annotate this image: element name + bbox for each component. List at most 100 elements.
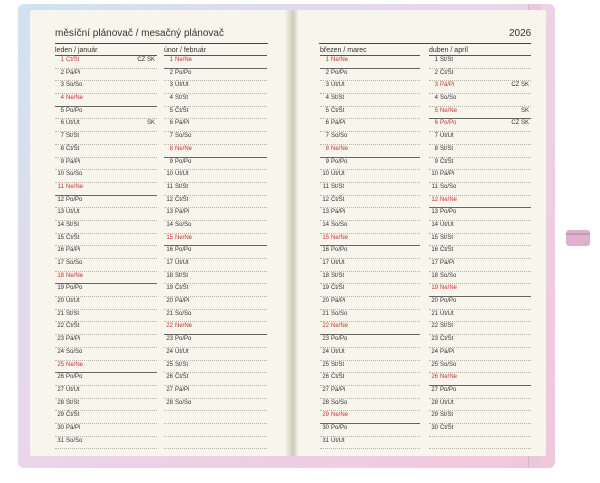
day-row[interactable]: 3 Út/Ut	[320, 81, 420, 95]
day-row[interactable]: 18 Ne/Ne	[55, 272, 157, 285]
day-row[interactable]: 8 St/St	[429, 145, 531, 158]
day-row[interactable]: 13 Út/Ut	[55, 208, 157, 221]
day-row[interactable]: 4 St/St	[164, 94, 267, 107]
day-row[interactable]: 31 So/So	[55, 437, 157, 450]
day-row[interactable]: 5 Po/Po	[55, 107, 157, 120]
day-row[interactable]: 30 Pá/Pi	[55, 424, 157, 437]
day-row[interactable]: 31 Út/Ut	[320, 437, 420, 450]
day-row[interactable]: 9 Čt/Št	[429, 158, 531, 171]
day-row[interactable]: 21 So/So	[164, 310, 267, 323]
day-row[interactable]: 21 So/So	[320, 310, 420, 323]
day-row[interactable]: 19 Čt/Št	[320, 284, 420, 298]
day-row[interactable]: 6 Po/Po CZ SK	[429, 119, 531, 133]
day-row[interactable]: 28 Út/Ut	[429, 399, 531, 412]
day-row[interactable]: 18 St/St	[164, 272, 267, 285]
day-row[interactable]: 20 Út/Ut	[55, 297, 157, 310]
day-row[interactable]: 7 So/So	[164, 132, 267, 145]
day-row[interactable]: 29 Čt/Št	[55, 411, 157, 424]
day-row[interactable]: 17 Út/Ut	[320, 259, 420, 272]
day-row[interactable]: 17 So/So	[55, 259, 157, 272]
day-row[interactable]: 5 Čt/Št	[164, 107, 267, 120]
day-row[interactable]: 27 Pá/Pi	[320, 386, 420, 399]
day-row[interactable]: 19 Po/Po	[55, 284, 157, 298]
empty-row[interactable]	[164, 424, 267, 437]
day-row[interactable]: 2 Čt/Št	[429, 69, 531, 82]
day-row[interactable]: 16 Pá/Pi	[55, 246, 157, 259]
day-row[interactable]: 6 Pá/Pi	[320, 119, 420, 133]
day-row[interactable]: 8 Čt/Št	[55, 145, 157, 158]
day-row[interactable]: 24 So/So	[55, 348, 157, 361]
day-row[interactable]: 11 Ne/Ne	[55, 183, 157, 196]
day-row[interactable]: 2 Po/Po	[320, 69, 420, 82]
day-row[interactable]: 16 Po/Po	[320, 246, 420, 259]
day-row[interactable]: 4 Ne/Ne	[55, 94, 157, 107]
day-row[interactable]: 26 Čt/Št	[164, 373, 267, 386]
day-row[interactable]: 21 Út/Ut	[429, 310, 531, 323]
day-row[interactable]: 25 St/St	[320, 361, 420, 374]
day-row[interactable]: 18 So/So	[429, 272, 531, 285]
day-row[interactable]: 5 Čt/Št	[320, 107, 420, 120]
day-row[interactable]: 27 Út/Ut	[55, 386, 157, 399]
day-row[interactable]: 26 Po/Po	[55, 373, 157, 386]
day-row[interactable]: 10 Pá/Pi	[429, 170, 531, 183]
day-row[interactable]: 8 Ne/Ne	[164, 145, 267, 158]
day-row[interactable]: 5 Ne/Ne SK	[429, 107, 531, 120]
day-row[interactable]: 20 Pá/Pi	[164, 297, 267, 310]
day-row[interactable]: 15 St/St	[429, 234, 531, 247]
day-row[interactable]: 10 So/So	[55, 170, 157, 183]
day-row[interactable]: 24 Pá/Pi	[429, 348, 531, 361]
day-row[interactable]: 14 So/So	[164, 221, 267, 234]
day-row[interactable]: 13 Pá/Pi	[320, 208, 420, 221]
day-row[interactable]: 27 Po/Po	[429, 386, 531, 399]
empty-row[interactable]	[164, 411, 267, 424]
day-row[interactable]: 20 Po/Po	[429, 297, 531, 310]
empty-row[interactable]	[164, 437, 267, 450]
day-row[interactable]: 10 Út/Ut	[164, 170, 267, 183]
day-row[interactable]: 22 St/St	[429, 322, 531, 336]
day-row[interactable]: 3 Pá/Pi CZ SK	[429, 81, 531, 95]
day-row[interactable]: 26 Ne/Ne	[429, 373, 531, 386]
day-row[interactable]: 19 Čt/Št	[164, 284, 267, 298]
day-row[interactable]: 30 Po/Po	[320, 424, 420, 437]
day-row[interactable]: 15 Ne/Ne	[164, 234, 267, 247]
day-row[interactable]: 13 Po/Po	[429, 208, 531, 221]
day-row[interactable]: 15 Ne/Ne	[320, 234, 420, 247]
day-row[interactable]: 7 So/So	[320, 132, 420, 145]
day-row[interactable]: 8 Ne/Ne	[320, 145, 420, 158]
day-row[interactable]: 29 Ne/Ne	[320, 411, 420, 424]
day-row[interactable]: 12 Po/Po	[55, 196, 157, 209]
day-row[interactable]: 22 Ne/Ne	[320, 322, 420, 336]
day-row[interactable]: 11 St/St	[320, 183, 420, 196]
day-row[interactable]: 12 Čt/Št	[320, 196, 420, 209]
day-row[interactable]: 1 Ne/Ne	[164, 56, 267, 69]
day-row[interactable]: 9 Po/Po	[164, 158, 267, 171]
day-row[interactable]: 17 Út/Ut	[164, 259, 267, 272]
day-row[interactable]: 2 Po/Po	[164, 69, 267, 82]
day-row[interactable]: 10 Út/Ut	[320, 170, 420, 183]
day-row[interactable]: 24 Út/Ut	[320, 348, 420, 361]
day-row[interactable]: 20 Pá/Pi	[320, 297, 420, 310]
day-row[interactable]: 1 Čt/Št CZ SK	[55, 56, 157, 69]
day-row[interactable]: 7 St/St	[55, 132, 157, 145]
day-row[interactable]: 3 So/So	[55, 81, 157, 95]
day-row[interactable]: 23 Po/Po	[320, 335, 420, 348]
day-row[interactable]: 14 St/St	[55, 221, 157, 234]
day-row[interactable]: 28 So/So	[164, 399, 267, 412]
empty-row[interactable]	[429, 437, 531, 450]
day-row[interactable]: 29 St/St	[429, 411, 531, 424]
day-row[interactable]: 14 So/So	[320, 221, 420, 234]
day-row[interactable]: 23 Po/Po	[164, 335, 267, 348]
day-row[interactable]: 4 So/So	[429, 94, 531, 107]
day-row[interactable]: 25 Ne/Ne	[55, 361, 157, 374]
day-row[interactable]: 1 St/St	[429, 56, 531, 69]
day-row[interactable]: 6 Út/Ut SK	[55, 119, 157, 133]
day-row[interactable]: 26 Čt/Št	[320, 373, 420, 386]
day-row[interactable]: 9 Pá/Pi	[55, 158, 157, 171]
day-row[interactable]: 2 Pá/Pi	[55, 69, 157, 82]
day-row[interactable]: 28 So/So	[320, 399, 420, 412]
day-row[interactable]: 21 St/St	[55, 310, 157, 323]
day-row[interactable]: 16 Čt/Št	[429, 246, 531, 259]
day-row[interactable]: 17 Pá/Pi	[429, 259, 531, 272]
day-row[interactable]: 11 So/So	[429, 183, 531, 196]
day-row[interactable]: 9 Po/Po	[320, 158, 420, 171]
